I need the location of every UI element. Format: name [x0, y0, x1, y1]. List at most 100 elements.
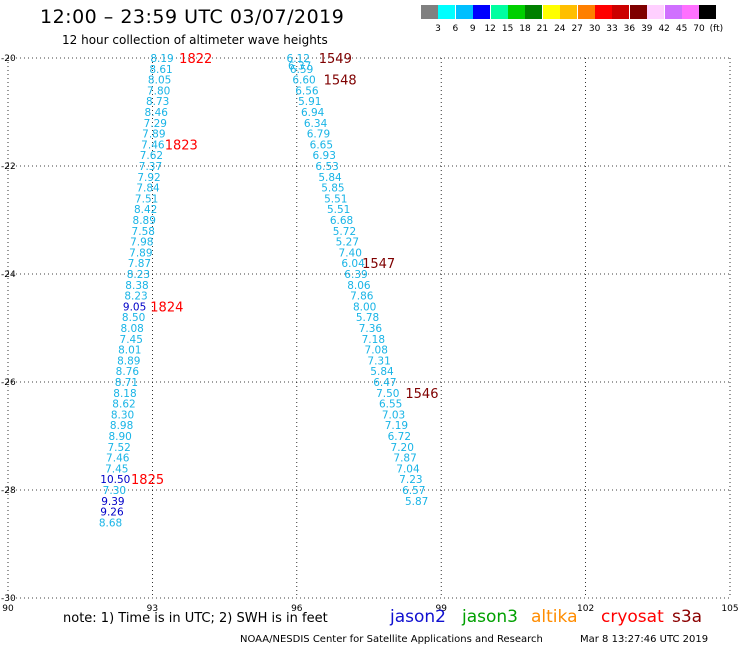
- satellite-label-cryosat: cryosat: [601, 607, 664, 627]
- pass-time-label: 1823: [165, 138, 198, 153]
- legend-swatch: [699, 5, 717, 19]
- swh-value-label: 8.98: [110, 420, 133, 432]
- legend-label: 6: [452, 24, 459, 34]
- swh-value-label: 7.19: [385, 420, 408, 432]
- swh-value-label: 8.08: [120, 323, 143, 335]
- pass-time-label: 1825: [131, 473, 164, 488]
- swh-value-label: 6.39: [344, 269, 367, 281]
- swh-value-label: 7.80: [147, 85, 170, 97]
- swh-value-label: 5.51: [327, 204, 350, 216]
- swh-value-label: 6.59: [290, 64, 313, 76]
- swh-value-label: 6.55: [379, 399, 402, 411]
- swh-value-label: 8.23: [124, 291, 147, 303]
- swh-value-label: 7.89: [129, 247, 152, 259]
- swh-value-label: 6.65: [310, 139, 333, 151]
- y-tick-label: -22: [1, 162, 16, 172]
- legend-label: 21: [536, 24, 549, 34]
- x-tick-label: 99: [435, 604, 447, 614]
- legend-swatch: [455, 5, 473, 19]
- swh-value-label: 7.30: [103, 485, 126, 497]
- satellite-label-altika: altika: [531, 607, 578, 627]
- swh-value-label: 5.27: [336, 237, 359, 249]
- swh-value-label: 6.60: [292, 75, 315, 87]
- swh-value-label: 8.23: [127, 269, 150, 281]
- pass-time-label: 1822: [179, 52, 212, 67]
- satellite-label-s3a: s3a: [672, 607, 703, 627]
- swh-value-label: 5.72: [333, 226, 356, 238]
- swh-value-label: 8.68: [99, 517, 122, 529]
- legend-label: 42: [658, 24, 670, 34]
- legend-label: 12: [484, 24, 496, 34]
- legend-label: 27: [571, 24, 583, 34]
- page-subtitle: 12 hour collection of altimeter wave hei…: [62, 33, 328, 47]
- x-tick-label: 93: [147, 604, 158, 614]
- legend-label: 9: [469, 24, 476, 34]
- swh-value-label: 7.46: [106, 453, 130, 465]
- swh-value-label: 8.61: [149, 64, 172, 76]
- swh-value-label: 6.93: [313, 150, 336, 162]
- swh-value-label: 6.56: [295, 85, 319, 97]
- legend-swatch: [525, 5, 543, 19]
- swh-value-label: 8.18: [113, 388, 136, 400]
- swh-value-label: 7.29: [144, 118, 167, 130]
- legend-label: 36: [623, 24, 636, 34]
- swh-value-label: 6.53: [315, 161, 338, 173]
- swh-value-label: 7.45: [105, 463, 128, 475]
- x-tick-label: 90: [2, 604, 14, 614]
- legend-swatch: [490, 5, 508, 19]
- y-tick-label: -24: [1, 270, 16, 280]
- swh-value-label: 7.50: [376, 388, 399, 400]
- legend-swatch: [473, 5, 491, 19]
- swh-value-label: 7.04: [396, 463, 420, 475]
- legend-label: 30: [588, 24, 601, 34]
- swh-value-label: 6.68: [330, 215, 353, 227]
- legend-label: 3: [435, 24, 441, 34]
- swh-value-label: 8.76: [116, 366, 140, 378]
- pass-time-label: 1824: [150, 300, 183, 315]
- swh-value-label: 8.71: [115, 377, 138, 389]
- swh-value-label: 6.94: [301, 107, 325, 119]
- credit-text: NOAA/NESDIS Center for Satellite Applica…: [240, 634, 543, 645]
- swh-value-label: 6.04: [341, 258, 365, 270]
- x-tick-label: 105: [721, 604, 738, 614]
- swh-value-label: 8.00: [353, 301, 376, 313]
- swh-value-label: 7.86: [350, 291, 374, 303]
- swh-value-label: 7.18: [362, 334, 385, 346]
- swh-value-label: 7.92: [137, 172, 160, 184]
- swh-value-label: 9.05: [123, 301, 146, 313]
- pass-time-label: 1548: [324, 74, 357, 89]
- swh-value-label: 8.89: [117, 355, 140, 367]
- legend-swatch: [508, 5, 525, 19]
- swh-value-label: 7.62: [140, 150, 163, 162]
- x-tick-label: 102: [577, 604, 594, 614]
- legend-swatch: [438, 5, 456, 19]
- legend-label: 33: [606, 24, 618, 34]
- legend-swatch: [682, 5, 699, 19]
- legend-label: 39: [641, 24, 653, 34]
- swh-value-label: 7.98: [130, 237, 153, 249]
- swh-value-label: 6.34: [304, 118, 328, 130]
- swh-value-label: 8.89: [133, 215, 156, 227]
- swh-value-label: 8.50: [122, 312, 145, 324]
- swh-value-label: 5.91: [298, 96, 321, 108]
- swh-value-label: 7.20: [391, 442, 414, 454]
- swh-value-label: 7.87: [128, 258, 151, 270]
- satellite-label-jason2: jason2: [390, 607, 446, 627]
- legend-swatch: [664, 5, 682, 19]
- note-text: note: 1) Time is in UTC; 2) SWH is in fe…: [63, 611, 328, 626]
- swh-value-label: 8.05: [148, 75, 171, 87]
- swh-value-label: 7.37: [139, 161, 162, 173]
- swh-value-label: 7.08: [365, 345, 388, 357]
- swh-value-label: 7.23: [399, 474, 422, 486]
- pass-time-label: 1546: [405, 387, 438, 402]
- x-tick-label: 96: [291, 604, 303, 614]
- legend-label: 45: [675, 24, 688, 34]
- swh-value-label: 9.39: [101, 496, 124, 508]
- page-title: 12:00 – 23:59 UTC 03/07/2019: [40, 6, 345, 28]
- swh-value-label: 5.51: [324, 193, 347, 205]
- swh-value-label: 5.84: [370, 366, 394, 378]
- legend-label: (ft): [709, 24, 724, 34]
- swh-value-label: 7.31: [367, 355, 390, 367]
- swh-value-label: 8.73: [146, 96, 169, 108]
- swh-value-label: 7.40: [339, 247, 362, 259]
